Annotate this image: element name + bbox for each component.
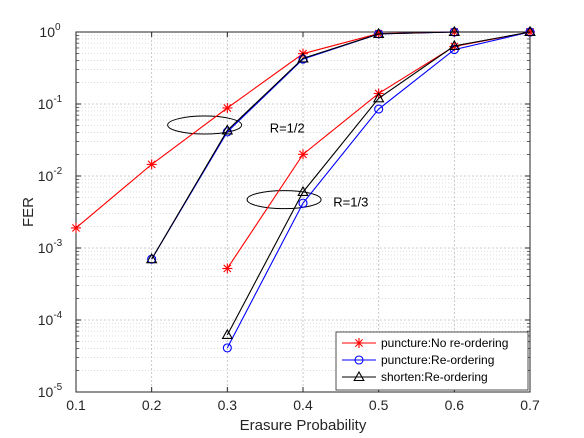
x-axis-label: Erasure Probability bbox=[240, 417, 367, 434]
x-tick-label: 0.4 bbox=[293, 397, 313, 413]
circle-marker bbox=[374, 104, 384, 114]
star-marker bbox=[298, 149, 308, 160]
star-marker bbox=[354, 338, 364, 348]
triangle-marker bbox=[297, 52, 309, 63]
triangle-marker bbox=[448, 39, 461, 51]
series-3 bbox=[145, 25, 536, 264]
marker-stroke bbox=[223, 264, 232, 273]
legend-entry: puncture:No re-ordering bbox=[342, 336, 508, 350]
marker-shape bbox=[221, 328, 234, 339]
axis-ticks: 100 10-1 10-2 10-3 10-4 10-50.1 0.2 0.3 0.4 0.5 0.… bbox=[38, 22, 540, 413]
y-tick-label: 10-4 bbox=[38, 310, 63, 328]
marker-stroke bbox=[223, 104, 232, 112]
legend-entry: shorten:Re-ordering bbox=[342, 370, 488, 384]
marker-shape bbox=[448, 39, 461, 51]
triangle-marker bbox=[372, 27, 385, 38]
series-line bbox=[151, 31, 530, 260]
legend: puncture:No re-ordering puncture:Re-order… bbox=[335, 331, 529, 391]
marker-shape bbox=[297, 185, 309, 197]
annotation-ellipse bbox=[167, 115, 243, 135]
x-tick-label: 0.2 bbox=[142, 397, 162, 413]
circle-marker bbox=[222, 343, 232, 353]
triangle-marker bbox=[372, 92, 385, 103]
legend-label: puncture:No re-ordering bbox=[381, 336, 508, 350]
y-tick-label: 10-3 bbox=[38, 238, 63, 256]
marker-stroke bbox=[355, 339, 363, 347]
marker-shape bbox=[298, 198, 308, 208]
star-marker bbox=[146, 159, 157, 170]
x-tick-label: 0.7 bbox=[520, 397, 540, 413]
triangle-marker bbox=[297, 185, 309, 197]
marker-shape bbox=[221, 124, 234, 135]
x-tick-label: 0.6 bbox=[445, 397, 465, 413]
marker-shape bbox=[524, 25, 536, 37]
series-line bbox=[226, 31, 531, 336]
legend-box bbox=[335, 331, 529, 391]
marker-stroke bbox=[299, 150, 307, 159]
triangle-marker bbox=[221, 328, 234, 339]
triangle-marker bbox=[221, 124, 234, 135]
marker-stroke bbox=[72, 223, 80, 232]
x-tick-label: 0.5 bbox=[369, 397, 389, 413]
y-tick-label: 10-5 bbox=[38, 382, 63, 400]
marker-shape bbox=[374, 104, 384, 114]
marker-shape bbox=[372, 92, 385, 103]
triangle-marker bbox=[448, 25, 461, 37]
y-axis-label: FER bbox=[20, 197, 37, 227]
legend-entry: puncture:Re-ordering bbox=[342, 353, 494, 367]
circle-marker bbox=[354, 355, 364, 365]
triangle-marker bbox=[524, 25, 536, 37]
triangle-marker bbox=[353, 370, 365, 382]
marker-shape bbox=[354, 355, 364, 365]
marker-shape bbox=[222, 343, 232, 353]
marker-shape bbox=[297, 52, 309, 63]
legend-label: puncture:Re-ordering bbox=[381, 353, 494, 367]
triangle-marker bbox=[145, 253, 158, 264]
y-tick-label: 100 bbox=[39, 22, 61, 40]
annotation-label: R=1/2 bbox=[270, 121, 305, 136]
marker-shape bbox=[448, 25, 461, 37]
series-line bbox=[226, 31, 531, 349]
x-tick-label: 0.1 bbox=[66, 397, 86, 413]
marker-shape bbox=[372, 27, 385, 38]
star-marker bbox=[71, 222, 81, 233]
annotation-label: R=1/3 bbox=[333, 195, 368, 210]
marker-shape bbox=[353, 370, 365, 382]
x-tick-label: 0.3 bbox=[218, 397, 238, 413]
circle-marker bbox=[298, 54, 308, 64]
marker-stroke bbox=[147, 160, 156, 169]
legend-label: shorten:Re-ordering bbox=[381, 370, 488, 384]
y-tick-label: 10-1 bbox=[38, 94, 63, 112]
star-marker bbox=[222, 263, 233, 274]
series-6 bbox=[221, 25, 536, 339]
star-marker bbox=[222, 102, 233, 113]
circle-marker bbox=[298, 198, 308, 208]
marker-shape bbox=[145, 253, 158, 264]
marker-shape bbox=[298, 54, 308, 64]
annotations: R=1/2 R=1/3 bbox=[167, 115, 368, 210]
annotation-ellipse bbox=[246, 190, 322, 210]
series-group bbox=[71, 25, 536, 353]
y-tick-label: 10-2 bbox=[38, 166, 63, 184]
